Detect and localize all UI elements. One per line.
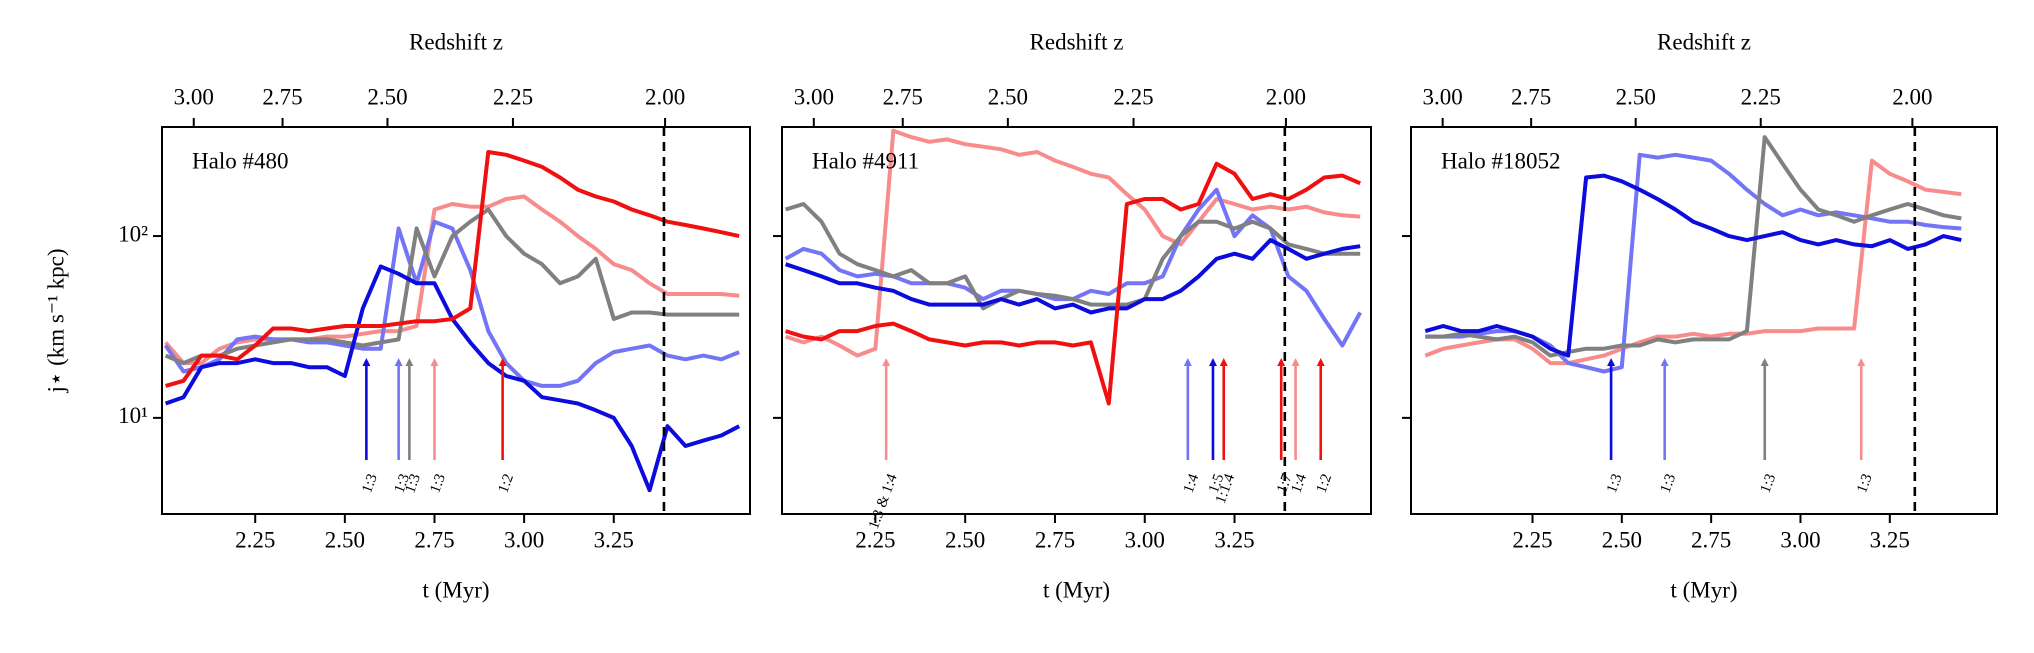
x-tick-label: 2.50 (325, 527, 365, 552)
merger-label: 1:4 (1288, 471, 1310, 495)
merger-label: 1:4 (1181, 471, 1203, 495)
x2-tick-label: 3.00 (794, 84, 834, 109)
x-tick-label: 2.50 (1602, 527, 1642, 552)
x2-axis-label: Redshift z (409, 29, 503, 54)
series-line (164, 207, 740, 366)
y-axis-label: j⋆ (km s⁻¹ kpc) (43, 249, 68, 394)
x-axis-label: t (Myr) (422, 577, 489, 602)
x2-tick-label: 2.25 (493, 84, 533, 109)
merger-label: 1:7 (1274, 471, 1296, 495)
merger-label: 1:3 (427, 472, 449, 495)
x2-axis-label: Redshift z (1030, 29, 1124, 54)
x2-tick-label: 2.25 (1741, 84, 1781, 109)
x-tick-label: 2.75 (1035, 527, 1075, 552)
series-line (784, 238, 1361, 315)
panel-title: Halo #18052 (1441, 148, 1560, 173)
x-tick-label: 3.00 (504, 527, 544, 552)
x2-tick-label: 2.75 (883, 84, 923, 109)
merger-label: 1:3 (1658, 472, 1680, 495)
panel: 1:3 1:3 1:3 1:3 2.25 2.50 2.75 3.00 3.25 3.00 2.75… (1402, 29, 1998, 602)
x-axis-label: t (Myr) (1670, 577, 1737, 602)
merger-label: 1:5 (1206, 472, 1228, 495)
merger-label: 1:2 (496, 472, 518, 495)
x-tick-label: 2.50 (945, 527, 985, 552)
plot-frame (781, 126, 1372, 515)
x2-tick-label: 2.75 (262, 84, 302, 109)
y-tick-label: 10¹ (118, 403, 148, 428)
merger-label: 1:3 (359, 472, 381, 495)
x-tick-label: 2.25 (1512, 527, 1552, 552)
x-tick-label: 2.25 (235, 527, 275, 552)
x2-tick-label: 3.00 (174, 84, 214, 109)
x2-tick-label: 2.50 (367, 84, 407, 109)
x-tick-label: 3.00 (1780, 527, 1820, 552)
x2-tick-label: 2.00 (1892, 84, 1932, 109)
x-tick-label: 3.25 (594, 527, 634, 552)
series-line (1425, 135, 1962, 358)
x2-tick-label: 2.75 (1511, 84, 1551, 109)
panel-title: Halo #480 (192, 148, 288, 173)
x-tick-label: 2.75 (414, 527, 454, 552)
x-axis-label: t (Myr) (1043, 577, 1110, 602)
y-tick-label: 10² (118, 221, 148, 246)
panel: 1:3 & 1:4 1:4 1:51:1.4 1:71:4 1:22.25 2.50 2.7… (773, 29, 1372, 602)
merger-label: 1:3 & 1:4 (866, 471, 901, 531)
series-line (164, 264, 741, 493)
x2-tick-label: 2.00 (645, 84, 685, 109)
merger-label: 1:3 (1854, 472, 1876, 495)
x-tick-label: 2.25 (855, 527, 895, 552)
merger-label: 1:3 (1758, 472, 1780, 495)
x-tick-label: 3.25 (1214, 527, 1254, 552)
plot-frame (1410, 126, 1998, 515)
merger-label: 1:3 (402, 472, 424, 495)
x-tick-label: 3.00 (1125, 527, 1165, 552)
x2-axis-label: Redshift z (1657, 29, 1751, 54)
series-line (1424, 173, 1962, 358)
x-tick-label: 3.25 (1870, 527, 1910, 552)
x2-tick-label: 2.25 (1113, 84, 1153, 109)
x2-tick-label: 2.50 (1616, 84, 1656, 109)
x2-tick-label: 3.00 (1423, 84, 1463, 109)
panel-title: Halo #4911 (812, 148, 919, 173)
x2-tick-label: 2.50 (988, 84, 1028, 109)
series-line (165, 150, 740, 388)
series-line (785, 202, 1361, 311)
x2-tick-label: 2.00 (1266, 84, 1306, 109)
merger-label: 1:3 (1604, 472, 1626, 495)
series-line (1424, 158, 1962, 366)
plot-frame (161, 126, 751, 515)
merger-label: 1:2 (1314, 472, 1336, 495)
merger-label: 1:3 (392, 472, 414, 495)
series-line (785, 161, 1361, 406)
x-tick-label: 2.75 (1691, 527, 1731, 552)
panel: 1:3 1:31:3 1:3 1:22.25 2.50 2.75 3.00 3.253.00 2… (43, 29, 751, 602)
